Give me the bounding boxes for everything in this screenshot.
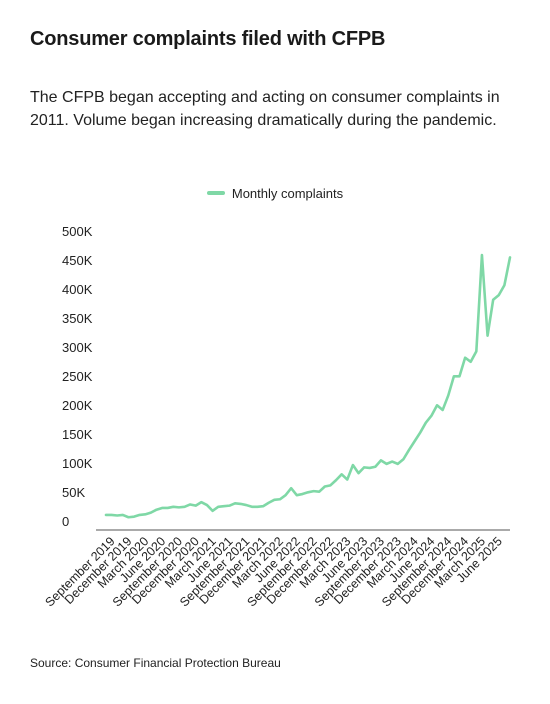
- y-tick-label: 200K: [62, 398, 93, 413]
- source-note: Source: Consumer Financial Protection Bu…: [30, 656, 281, 670]
- series-line-monthly-complaints: [104, 253, 512, 519]
- y-tick-label: 300K: [62, 340, 93, 355]
- y-tick-label: 250K: [62, 369, 93, 384]
- y-tick-label: 500K: [62, 224, 93, 239]
- y-tick-label: 0: [62, 514, 69, 529]
- y-tick-label: 400K: [62, 282, 93, 297]
- legend-swatch: [206, 190, 225, 195]
- legend: Monthly complaints: [0, 186, 550, 201]
- y-tick-label: 350K: [62, 311, 93, 326]
- y-tick-label: 450K: [62, 253, 93, 268]
- chart-title: Consumer complaints filed with CFPB: [30, 28, 386, 50]
- y-tick-label: 50K: [62, 485, 85, 500]
- y-tick-label: 100K: [62, 456, 93, 471]
- legend-label: Monthly complaints: [231, 186, 344, 201]
- y-tick-label: 150K: [62, 427, 93, 442]
- chart-subtitle: The CFPB began accepting and acting on c…: [30, 89, 500, 129]
